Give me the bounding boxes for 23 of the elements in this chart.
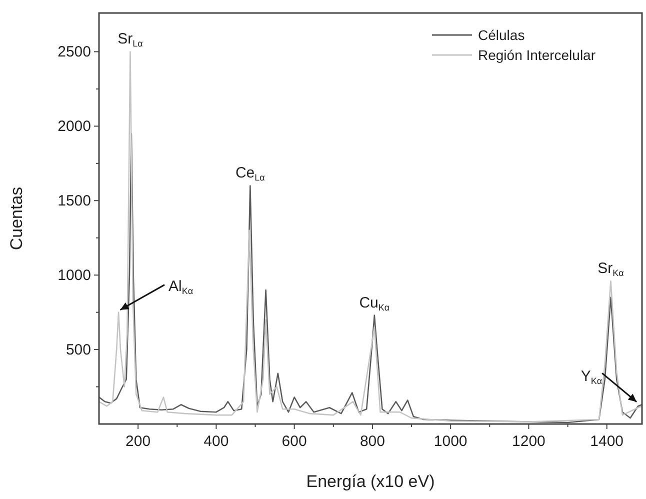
- y-tick-label: 500: [66, 342, 91, 359]
- annotation: Al$_{Kα}$: [168, 278, 194, 296]
- line-series: [98, 51, 643, 422]
- legend-label: Células: [478, 27, 525, 43]
- y-tick-label: 1500: [58, 192, 91, 210]
- y-tick-label: 1000: [58, 267, 91, 284]
- annotation: Cu$_{Kα}$: [359, 294, 390, 312]
- y-tick-label: 2500: [58, 44, 91, 61]
- x-tick-label: 1200: [512, 433, 546, 450]
- legend-label: Región Intercelular: [478, 47, 596, 63]
- x-tick-label: 600: [282, 433, 307, 450]
- x-tick-label: 1400: [590, 433, 624, 450]
- x-tick-label: 800: [360, 433, 385, 450]
- x-tick-label: 200: [126, 433, 151, 450]
- y-tick-label: 2000: [58, 118, 91, 136]
- annotation: Y$_{Kα}$: [580, 368, 602, 386]
- y-axis-title: Cuentas: [7, 186, 26, 250]
- annotation: Ce$_{Lα}$: [235, 164, 265, 182]
- annotation: Sr$_{Lα}$: [118, 30, 143, 48]
- x-axis-title: Energía (x10 eV): [306, 472, 435, 491]
- x-tick-label: 1000: [434, 433, 468, 450]
- x-tick-label: 400: [204, 433, 229, 450]
- annotation: Sr$_{Kα}$: [598, 260, 624, 278]
